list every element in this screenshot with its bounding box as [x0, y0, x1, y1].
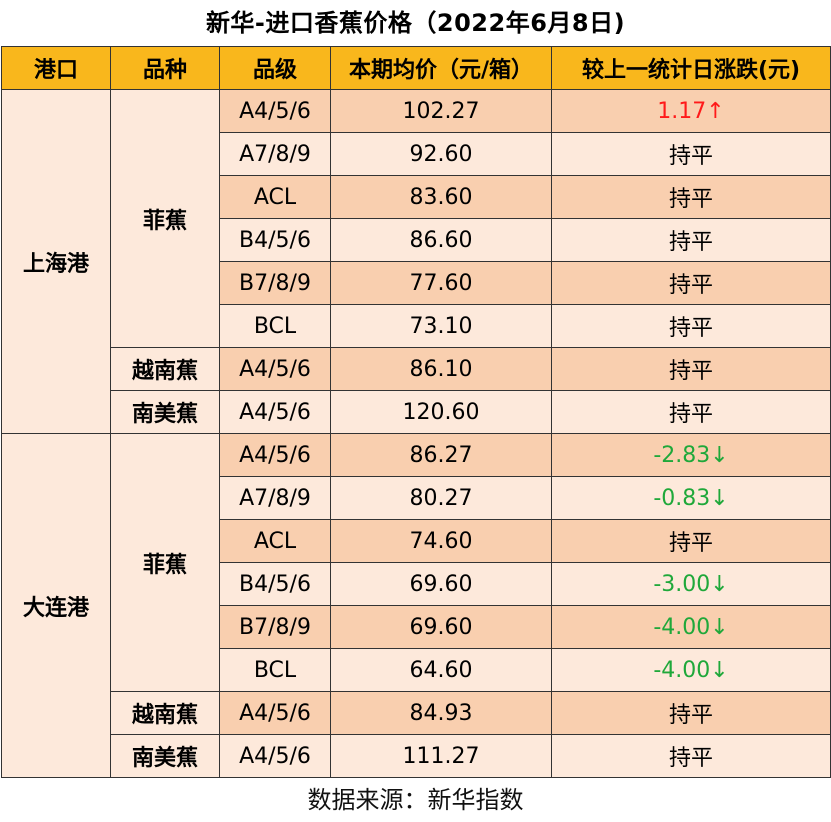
- table-row: B7/8/9 77.60 持平: [2, 261, 831, 305]
- grade-cell: A4/5/6: [219, 734, 331, 778]
- price-cell: 69.60: [330, 605, 552, 649]
- table-row: ACL 83.60 持平: [2, 175, 831, 219]
- table-row: B4/5/6 86.60 持平: [2, 218, 831, 262]
- header-port: 港口: [1, 46, 111, 90]
- change-cell: 持平: [551, 691, 831, 735]
- grade-cell: A7/8/9: [219, 476, 331, 520]
- variety-cell: 越南蕉: [110, 347, 220, 391]
- change-cell: 持平: [551, 132, 831, 176]
- change-cell: -4.00↓: [551, 648, 831, 692]
- table-row: B4/5/6 69.60 -3.00↓: [2, 562, 831, 606]
- change-cell: -0.83↓: [551, 476, 831, 520]
- change-cell: -3.00↓: [551, 562, 831, 606]
- price-table: 港口 品种 品级 本期均价（元/箱） 较上一统计日涨跌(元) 上海港 菲蕉 A4/5…: [1, 46, 831, 778]
- header-grade: 品级: [219, 46, 331, 90]
- change-cell: -2.83↓: [551, 433, 831, 477]
- price-cell: 111.27: [330, 734, 552, 778]
- change-cell: 持平: [551, 734, 831, 778]
- table-header-row: 港口 品种 品级 本期均价（元/箱） 较上一统计日涨跌(元): [1, 46, 831, 90]
- grade-cell: ACL: [219, 519, 331, 563]
- table-row: A7/8/9 92.60 持平: [2, 132, 831, 176]
- header-variety: 品种: [110, 46, 220, 90]
- change-cell: 持平: [551, 304, 831, 348]
- change-cell: -4.00↓: [551, 605, 831, 649]
- grade-cell: A7/8/9: [219, 132, 331, 176]
- page-title: 新华-进口香蕉价格（2022年6月8日): [205, 9, 626, 37]
- table-row: 大连港 菲蕉 A4/5/6 86.27 -2.83↓: [1, 433, 831, 778]
- grade-cell: B7/8/9: [219, 261, 331, 305]
- variety-cell: 南美蕉: [110, 390, 220, 434]
- variety-cell: 菲蕉: [110, 433, 220, 692]
- grade-cell: ACL: [219, 175, 331, 219]
- change-cell: 持平: [551, 519, 831, 563]
- table-row: 南美蕉 A4/5/6 120.60 持平: [2, 390, 831, 434]
- grade-cell: A4/5/6: [219, 390, 331, 434]
- change-cell: 持平: [551, 261, 831, 305]
- grade-cell: A4/5/6: [219, 347, 331, 391]
- price-cell: 69.60: [330, 562, 552, 606]
- grade-cell: B4/5/6: [219, 562, 331, 606]
- price-cell: 64.60: [330, 648, 552, 692]
- grade-cell: A4/5/6: [219, 691, 331, 735]
- port-cell: 上海港: [1, 89, 111, 434]
- table-row: 越南蕉 A4/5/6 84.93 持平: [2, 691, 831, 735]
- price-cell: 86.27: [330, 433, 552, 477]
- grade-cell: B7/8/9: [219, 605, 331, 649]
- table-row: B7/8/9 69.60 -4.00↓: [2, 605, 831, 649]
- grade-cell: BCL: [219, 648, 331, 692]
- change-cell: 持平: [551, 390, 831, 434]
- price-cell: 86.60: [330, 218, 552, 262]
- change-cell: 持平: [551, 347, 831, 391]
- change-cell: 持平: [551, 175, 831, 219]
- grade-cell: B4/5/6: [219, 218, 331, 262]
- table-body: 上海港 菲蕉 A4/5/6 102.27 1.17↑ A7/8/9 92.60 持平 ACL 83…: [1, 89, 831, 778]
- price-cell: 80.27: [330, 476, 552, 520]
- grade-cell: A4/5/6: [219, 89, 331, 133]
- variety-cell: 菲蕉: [110, 89, 220, 348]
- table-row: 越南蕉 A4/5/6 86.10 持平: [2, 347, 831, 391]
- table-row: ACL 74.60 持平: [2, 519, 831, 563]
- change-cell: 1.17↑: [551, 89, 831, 133]
- variety-cell: 南美蕉: [110, 734, 220, 778]
- price-cell: 102.27: [330, 89, 552, 133]
- price-cell: 84.93: [330, 691, 552, 735]
- header-change: 较上一统计日涨跌(元): [551, 46, 831, 90]
- price-cell: 74.60: [330, 519, 552, 563]
- table-row: BCL 64.60 -4.00↓: [2, 648, 831, 692]
- table-row: 南美蕉 A4/5/6 111.27 持平: [2, 734, 831, 778]
- grade-cell: BCL: [219, 304, 331, 348]
- data-source-note: 数据来源：新华指数: [307, 786, 524, 814]
- price-cell: 73.10: [330, 304, 552, 348]
- port-cell: 大连港: [1, 433, 111, 778]
- header-avg-price: 本期均价（元/箱）: [330, 46, 552, 90]
- change-cell: 持平: [551, 218, 831, 262]
- price-cell: 83.60: [330, 175, 552, 219]
- table-row: 上海港 菲蕉 A4/5/6 102.27 1.17↑: [1, 89, 831, 434]
- variety-cell: 越南蕉: [110, 691, 220, 735]
- price-cell: 86.10: [330, 347, 552, 391]
- price-cell: 77.60: [330, 261, 552, 305]
- grade-cell: A4/5/6: [219, 433, 331, 477]
- price-cell: 92.60: [330, 132, 552, 176]
- price-cell: 120.60: [330, 390, 552, 434]
